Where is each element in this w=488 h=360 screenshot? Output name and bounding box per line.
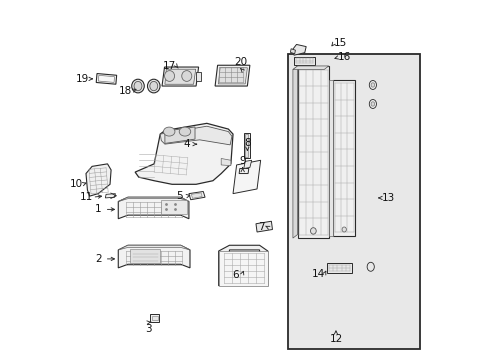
Text: 16: 16 [338, 52, 351, 62]
Polygon shape [188, 192, 204, 200]
Polygon shape [290, 49, 295, 54]
Text: 15: 15 [333, 38, 346, 48]
Polygon shape [218, 251, 267, 286]
Ellipse shape [366, 262, 373, 271]
Text: 1: 1 [95, 204, 102, 215]
Polygon shape [218, 68, 247, 84]
Text: 12: 12 [328, 333, 342, 343]
Ellipse shape [163, 127, 175, 136]
Text: 20: 20 [234, 57, 247, 67]
Polygon shape [150, 314, 159, 322]
Text: 19: 19 [76, 74, 89, 84]
Text: 17: 17 [163, 61, 176, 71]
Polygon shape [244, 160, 251, 168]
Polygon shape [233, 160, 260, 194]
Ellipse shape [134, 81, 142, 91]
Text: 7: 7 [258, 222, 264, 232]
Polygon shape [244, 133, 249, 158]
Ellipse shape [147, 79, 160, 93]
Polygon shape [328, 80, 333, 235]
Bar [287, 54, 419, 348]
Ellipse shape [310, 228, 316, 234]
Polygon shape [239, 168, 248, 174]
Ellipse shape [370, 83, 374, 87]
Polygon shape [130, 249, 160, 263]
Ellipse shape [164, 71, 174, 81]
Polygon shape [221, 158, 230, 166]
Polygon shape [292, 44, 305, 55]
Polygon shape [196, 72, 201, 81]
Polygon shape [86, 164, 111, 196]
Text: 5: 5 [176, 191, 183, 201]
Ellipse shape [370, 102, 374, 106]
Text: 10: 10 [69, 179, 82, 189]
Ellipse shape [182, 71, 191, 81]
Ellipse shape [149, 81, 158, 91]
Polygon shape [96, 73, 117, 84]
Polygon shape [294, 57, 314, 65]
Polygon shape [98, 75, 114, 82]
Polygon shape [118, 245, 190, 268]
Text: 14: 14 [311, 269, 324, 279]
Ellipse shape [179, 127, 190, 136]
Polygon shape [161, 200, 187, 215]
Polygon shape [292, 66, 328, 69]
Ellipse shape [368, 99, 376, 108]
Text: 6: 6 [232, 270, 238, 280]
Text: 4: 4 [183, 139, 190, 149]
Polygon shape [118, 197, 188, 202]
Ellipse shape [368, 81, 376, 89]
Polygon shape [297, 66, 328, 238]
Polygon shape [135, 123, 233, 184]
Polygon shape [244, 134, 247, 157]
Polygon shape [255, 221, 272, 232]
Polygon shape [191, 193, 202, 198]
Polygon shape [118, 245, 190, 250]
Polygon shape [326, 263, 351, 273]
Text: 18: 18 [119, 86, 132, 96]
Text: 2: 2 [95, 254, 102, 264]
Polygon shape [218, 245, 267, 286]
Ellipse shape [131, 79, 144, 93]
Polygon shape [215, 65, 249, 86]
Polygon shape [162, 67, 198, 86]
Text: 13: 13 [381, 193, 394, 203]
Polygon shape [164, 127, 195, 143]
Polygon shape [118, 197, 188, 219]
Polygon shape [292, 66, 297, 238]
Ellipse shape [341, 227, 346, 232]
Polygon shape [333, 80, 354, 235]
Polygon shape [105, 194, 115, 198]
Polygon shape [152, 316, 158, 320]
Text: 3: 3 [145, 324, 151, 334]
Text: 11: 11 [79, 192, 92, 202]
Polygon shape [160, 126, 231, 145]
Text: 8: 8 [244, 139, 250, 148]
Polygon shape [164, 69, 195, 84]
Text: 9: 9 [239, 156, 245, 166]
